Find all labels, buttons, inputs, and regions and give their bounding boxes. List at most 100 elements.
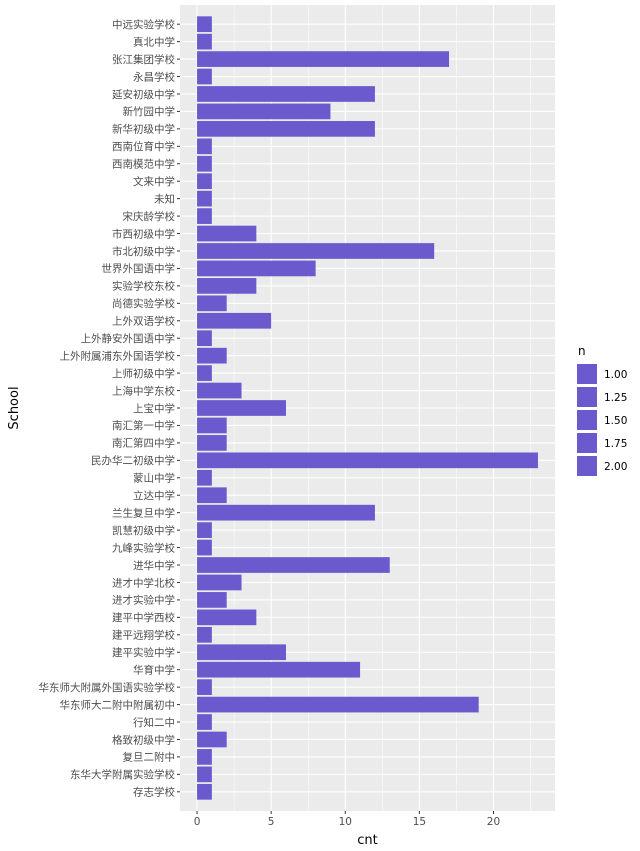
y-tick-label: 市北初级中学 [112, 245, 175, 258]
y-tick-label: 建平中学西校 [112, 611, 175, 624]
legend-label: 1.25 [604, 392, 627, 404]
legend-label: 1.50 [604, 415, 627, 427]
bar [197, 574, 242, 591]
bar [197, 138, 212, 155]
y-axis-title: School [7, 386, 22, 429]
y-tick-label: 南汇第一中学 [112, 419, 175, 432]
bar [197, 103, 331, 120]
bar [197, 208, 212, 224]
bar [197, 469, 212, 486]
y-tick-label: 蒙山中学 [133, 472, 175, 485]
legend-key [577, 410, 597, 430]
bar [197, 504, 375, 521]
y-tick-label: 华东师大附属外国语实验学校 [39, 681, 176, 694]
bar [197, 679, 212, 695]
legend-key [577, 387, 597, 407]
bar [197, 225, 257, 242]
bar [197, 330, 212, 347]
bar [197, 452, 538, 469]
bars [197, 16, 538, 800]
y-tick-label: 建平实验中学 [112, 646, 175, 659]
bar [197, 644, 286, 661]
y-tick-label: 民办华二初级中学 [91, 454, 175, 467]
y-tick-label: 真北中学 [133, 35, 175, 48]
y-tick-label: 实验学校东校 [112, 280, 175, 293]
y-tick-label: 上宝中学 [133, 402, 175, 415]
bar [197, 173, 212, 190]
legend: n 1.00 1.25 1.50 1.75 2.00 [577, 344, 627, 476]
bar [197, 312, 272, 329]
bar [197, 766, 212, 783]
y-tick-label: 世界外国语中学 [102, 262, 176, 275]
y-tick-label: 华育中学 [133, 663, 175, 676]
y-tick-label: 中远实验学校 [112, 18, 175, 31]
bar [197, 347, 227, 364]
x-axis-title: cnt [357, 833, 377, 848]
bar [197, 539, 212, 556]
y-tick-label: 复旦二附中 [123, 751, 176, 764]
x-tick-label: 20 [487, 816, 500, 828]
bar [197, 243, 435, 259]
legend-label: 2.00 [604, 461, 627, 473]
y-tick-label: 东华大学附属实验学校 [70, 768, 175, 781]
y-tick-label: 上外静安外国语中学 [81, 332, 176, 345]
y-tick-label: 立达中学 [133, 489, 175, 502]
y-tick-label: 南汇第四中学 [112, 437, 175, 450]
y-tick-label: 未知 [154, 192, 175, 205]
bar [197, 714, 212, 730]
bar [197, 522, 212, 538]
bar [197, 295, 227, 312]
y-axis: 中远实验学校真北中学张江集团学校永昌学校延安初级中学新竹园中学新华初级中学西南位… [39, 18, 180, 799]
y-tick-label: 格致初级中学 [112, 733, 175, 746]
y-tick-label: 行知二中 [133, 716, 175, 729]
y-tick-label: 永昌学校 [133, 70, 175, 83]
legend-key [577, 456, 597, 476]
y-tick-label: 延安初级中学 [112, 88, 175, 101]
bar [197, 557, 390, 573]
bar [197, 417, 227, 434]
bar [197, 783, 212, 800]
bar [197, 696, 479, 713]
y-tick-label: 进才中学北校 [112, 576, 175, 589]
bar [197, 661, 361, 678]
y-tick-label: 上海中学东校 [112, 384, 175, 397]
bar [197, 365, 212, 381]
y-tick-label: 西南位育中学 [112, 140, 175, 153]
bar [197, 749, 212, 765]
bar [197, 86, 375, 102]
y-tick-label: 凯慧初级中学 [112, 524, 175, 537]
y-tick-label: 兰生复旦中学 [112, 506, 175, 519]
y-tick-label: 尚德实验学校 [112, 297, 175, 310]
y-tick-label: 进才实验中学 [112, 594, 175, 607]
y-tick-label: 市西初级中学 [112, 227, 175, 240]
bar [197, 487, 227, 504]
y-tick-label: 进华中学 [133, 559, 175, 572]
y-tick-label: 西南模范中学 [112, 158, 175, 171]
y-tick-label: 上外双语学校 [112, 315, 175, 328]
y-tick-label: 九峰实验学校 [112, 541, 175, 554]
bar [197, 155, 212, 172]
y-tick-label: 上师初级中学 [112, 367, 175, 380]
y-tick-label: 存志学校 [133, 786, 175, 799]
x-tick-label: 0 [194, 816, 201, 828]
bar [197, 260, 316, 277]
y-tick-label: 新华初级中学 [112, 123, 175, 136]
x-tick-label: 10 [339, 816, 352, 828]
bar [197, 190, 212, 207]
bar [197, 51, 450, 67]
bar [197, 278, 257, 294]
bar [197, 400, 286, 416]
y-tick-label: 建平远翔学校 [112, 629, 175, 642]
legend-key [577, 433, 597, 453]
legend-label: 1.75 [604, 438, 627, 450]
y-tick-label: 上外附属浦东外国语学校 [60, 349, 176, 362]
bar [197, 121, 375, 137]
bar [197, 68, 212, 85]
x-tick-label: 15 [413, 816, 426, 828]
bar [197, 626, 212, 643]
y-tick-label: 文来中学 [133, 175, 175, 188]
legend-label: 1.00 [604, 369, 627, 381]
bar [197, 33, 212, 50]
y-tick-label: 华东师大二附中附属初中 [60, 698, 176, 711]
